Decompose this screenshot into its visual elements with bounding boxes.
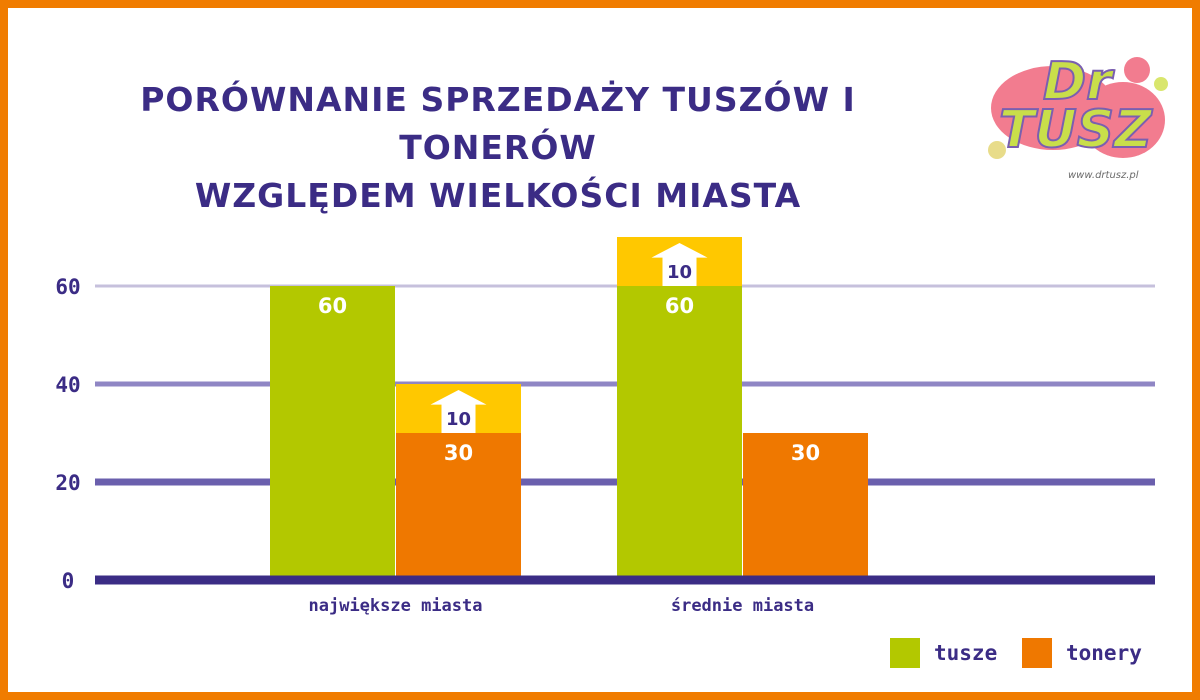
category-label-0: największe miasta	[309, 596, 483, 616]
chart-title-line-2: WZGLĘDEM WIELKOŚCI MIASTA	[194, 176, 802, 215]
y-tick-label-40: 40	[55, 373, 80, 397]
bar-tusze-1	[617, 286, 742, 580]
bar-tonery-0	[396, 433, 521, 580]
chart-title: PORÓWNANIE SPRZEDAŻY TUSZÓW I TONERÓW WZ…	[48, 76, 948, 220]
bar-label-tonery-1: 30	[791, 441, 820, 465]
legend-label-tonery: tonery	[1066, 641, 1142, 665]
logo-bubble-yellow	[1154, 77, 1168, 91]
logo-url: www.drtusz.pl	[1068, 170, 1139, 181]
increase-arrow-icon-tusze-1	[651, 243, 708, 286]
legend-swatch-tonery	[1022, 638, 1052, 668]
logo-text-tusz: TUSZ	[998, 99, 1153, 161]
logo-text-dr: Dr	[1042, 51, 1113, 113]
legend-item-tonery: tonery	[1022, 638, 1142, 668]
logo-bubble-cream	[988, 141, 1006, 159]
legend-item-tusze: tusze	[890, 638, 997, 668]
bar-label-tonery-0: 30	[444, 441, 473, 465]
drtusz-logo: Dr TUSZ www.drtusz.pl	[983, 48, 1173, 188]
bar-label-tusze-1: 60	[665, 294, 694, 318]
increase-label-tusze-1: 10	[667, 262, 692, 283]
y-tick-label-20: 20	[55, 471, 80, 495]
chart-title-line-1: PORÓWNANIE SPRZEDAŻY TUSZÓW I TONERÓW	[140, 80, 856, 167]
category-label-1: średnie miasta	[671, 596, 814, 616]
logo-bubble-pink	[1124, 57, 1150, 83]
logo-shapes	[988, 57, 1168, 159]
legend-swatch-tusze	[890, 638, 920, 668]
y-tick-label-0: 0	[62, 569, 75, 593]
bar-label-tusze-0: 60	[318, 294, 347, 318]
legend-label-tusze: tusze	[934, 641, 998, 665]
y-tick-label-60: 60	[55, 275, 80, 299]
increase-label-tonery-0: 10	[446, 409, 471, 430]
logo-pink-blob-right	[1081, 82, 1165, 158]
bar-tusze-0	[270, 286, 395, 580]
increase-arrow-icon-tonery-0	[430, 390, 487, 433]
bar-tonery-1	[743, 433, 868, 580]
